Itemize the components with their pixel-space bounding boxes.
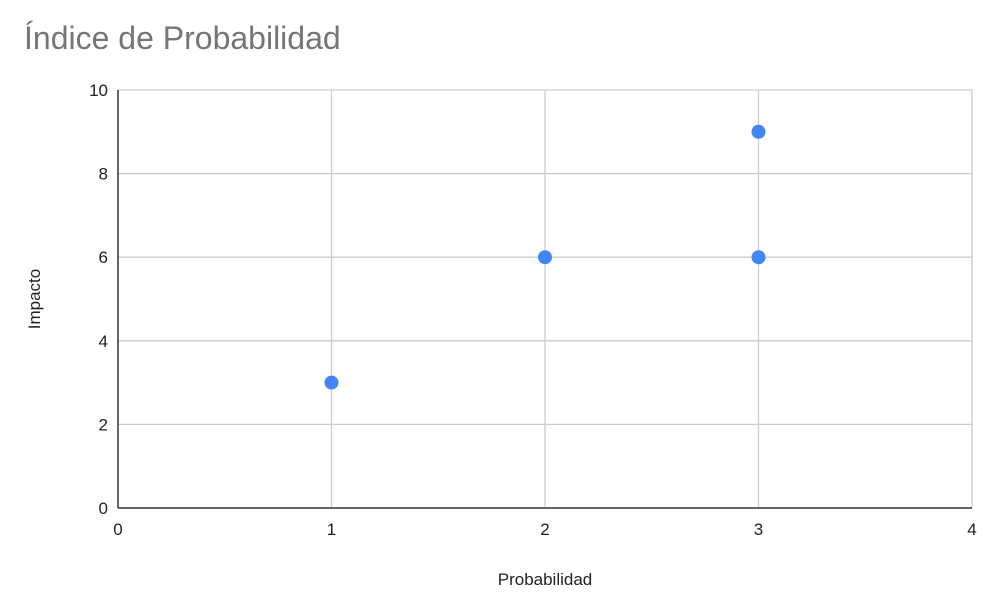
axes-layer xyxy=(117,90,972,509)
data-point xyxy=(751,124,766,139)
x-tick-label: 2 xyxy=(540,520,549,539)
x-tick-label: 0 xyxy=(113,520,122,539)
x-axis-title: Probabilidad xyxy=(498,570,593,589)
x-tick-label: 1 xyxy=(327,520,336,539)
y-tick-label: 10 xyxy=(89,81,108,100)
y-tick-label: 8 xyxy=(99,165,108,184)
data-point xyxy=(751,250,766,265)
y-tick-label: 0 xyxy=(99,499,108,518)
grid-layer xyxy=(118,89,973,508)
tick-labels: 0 1 2 3 4 0 2 4 6 8 10 xyxy=(89,81,977,539)
data-point xyxy=(324,375,339,390)
chart-title: Índice de Probabilidad xyxy=(24,20,341,56)
y-axis-title: Impacto xyxy=(25,269,44,329)
x-tick-label: 3 xyxy=(754,520,763,539)
x-tick-label: 4 xyxy=(967,520,976,539)
data-points xyxy=(324,124,766,390)
y-tick-label: 2 xyxy=(99,415,108,434)
data-point xyxy=(538,250,552,265)
y-tick-label: 4 xyxy=(99,332,108,351)
y-tick-label: 6 xyxy=(99,248,108,267)
